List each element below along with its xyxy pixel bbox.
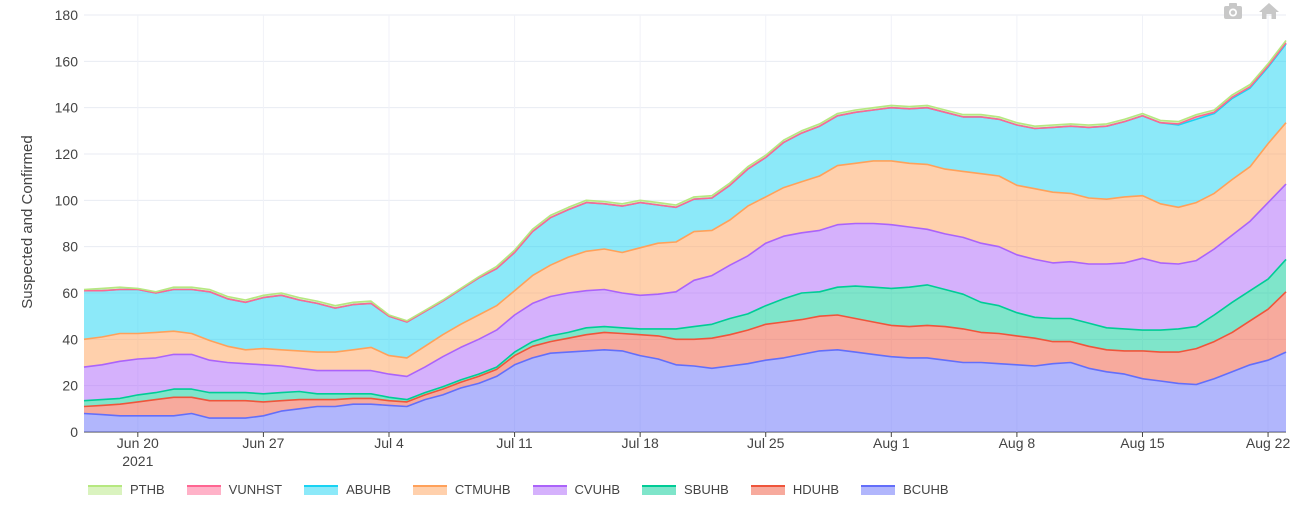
legend-item-pthb[interactable]: PTHB <box>88 482 165 497</box>
legend-label: ABUHB <box>346 482 391 497</box>
x-tick-label: Aug 15 <box>1120 435 1165 451</box>
x-tick-year-label: 2021 <box>122 453 153 469</box>
modebar <box>1222 2 1280 20</box>
plot-area <box>83 40 1287 432</box>
x-tick-label: Aug 8 <box>999 435 1036 451</box>
line-hduhb <box>83 291 1287 408</box>
legend-label: CTMUHB <box>454 482 511 497</box>
area-cvuhb <box>84 184 1286 401</box>
y-axis-label: Suspected and Confirmed <box>19 135 36 308</box>
line-cvuhb <box>83 183 1287 378</box>
legend-item-ctmuhb[interactable]: CTMUHB <box>412 482 511 497</box>
y-axis-ticks: 0 20 40 60 80 100 120 140 160 180 <box>55 7 79 440</box>
legend-swatch <box>304 484 339 495</box>
legend-item-abuhb[interactable]: ABUHB <box>304 482 391 497</box>
legend-swatch <box>532 484 567 495</box>
legend-item-cvuhb[interactable]: CVUHB <box>532 482 621 497</box>
legend-item-vunhst[interactable]: VUNHST <box>186 482 283 497</box>
legend-swatch <box>750 484 785 495</box>
x-tick-label: Aug 1 <box>873 435 910 451</box>
area-bcuhb <box>84 349 1286 432</box>
area-abuhb <box>84 44 1286 358</box>
legend-label: CVUHB <box>574 482 621 497</box>
x-tick-label: Jun 20 <box>117 435 159 451</box>
line-pthb <box>83 40 1287 322</box>
x-tick-label: Jul 18 <box>621 435 659 451</box>
y-tick-label: 0 <box>70 424 78 440</box>
x-tick-label: Jul 11 <box>496 435 533 451</box>
area-hduhb <box>84 291 1286 419</box>
legend-swatch <box>186 484 221 495</box>
legend-label: BCUHB <box>903 482 949 497</box>
y-tick-label: 140 <box>55 100 79 116</box>
legend: PTHB VUNHST ABUHB CTMUHB CVUHB SBUHB HDUHB BCUH… <box>88 482 971 497</box>
line-vunhst <box>84 42 1287 323</box>
camera-icon[interactable] <box>1222 2 1244 20</box>
legend-item-hduhb[interactable]: HDUHB <box>750 482 840 497</box>
legend-item-bcuhb[interactable]: BCUHB <box>861 482 949 497</box>
legend-item-sbuhb[interactable]: SBUHB <box>642 482 729 497</box>
legend-swatch <box>412 484 447 495</box>
area-ctmuhb <box>84 122 1286 377</box>
y-tick-label: 40 <box>62 331 78 347</box>
x-axis-ticks: Jun 20 2021 Jun 27 Jul 4 Jul 11 Jul 18 Jul 25 A… <box>117 432 1290 469</box>
line-bcuhb <box>83 349 1287 419</box>
area-sbuhb <box>84 259 1286 407</box>
line-ctmuhb <box>83 122 1287 359</box>
y-tick-label: 100 <box>55 192 79 208</box>
home-icon[interactable] <box>1258 2 1280 20</box>
y-tick-label: 80 <box>62 239 78 255</box>
legend-swatch <box>861 484 896 495</box>
y-tick-label: 60 <box>62 285 78 301</box>
x-tick-label: Jul 4 <box>374 435 404 451</box>
legend-label: VUNHST <box>228 482 283 497</box>
y-tick-label: 20 <box>62 378 78 394</box>
x-tick-label: Aug 22 <box>1246 435 1290 451</box>
y-tick-label: 120 <box>55 146 79 162</box>
legend-label: HDUHB <box>792 482 840 497</box>
y-tick-label: 180 <box>55 7 79 23</box>
y-tick-label: 160 <box>55 53 79 69</box>
legend-label: SBUHB <box>684 482 729 497</box>
line-sbuhb <box>83 258 1287 402</box>
legend-label: PTHB <box>130 482 165 497</box>
legend-swatch <box>642 484 677 495</box>
legend-swatch <box>88 484 122 495</box>
x-tick-label: Jul 25 <box>747 435 785 451</box>
x-tick-label: Jun 27 <box>242 435 284 451</box>
